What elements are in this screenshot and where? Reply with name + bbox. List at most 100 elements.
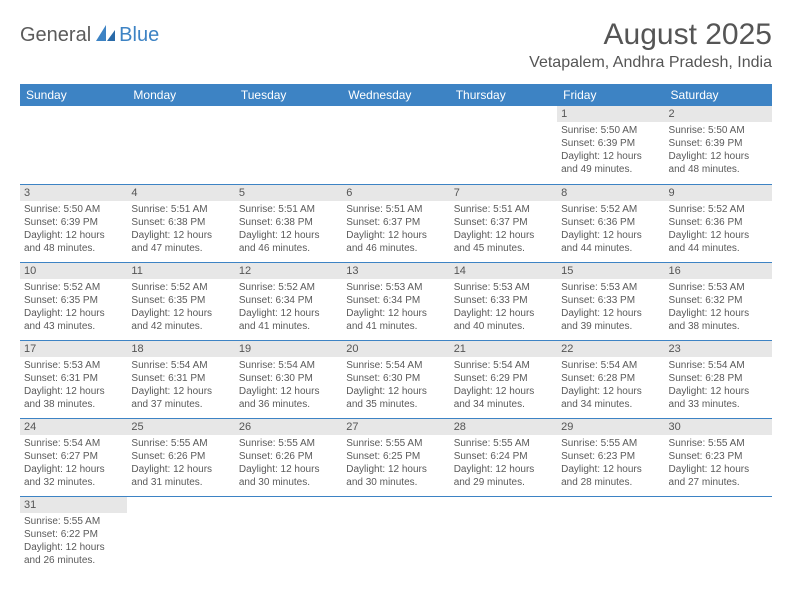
daylight-line: Daylight: 12 hours and 48 minutes. bbox=[669, 150, 768, 176]
calendar-empty-cell bbox=[665, 496, 772, 574]
calendar-day-cell: 4Sunrise: 5:51 AMSunset: 6:38 PMDaylight… bbox=[127, 184, 234, 262]
day-number: 3 bbox=[20, 185, 127, 201]
daylight-line: Daylight: 12 hours and 44 minutes. bbox=[561, 229, 660, 255]
sunset-line: Sunset: 6:35 PM bbox=[131, 294, 230, 307]
calendar-day-cell: 31 Sunrise: 5:55 AMSunset: 6:22 PMDayligh… bbox=[20, 496, 127, 574]
calendar-day-cell: 23Sunrise: 5:54 AMSunset: 6:28 PMDayligh… bbox=[665, 340, 772, 418]
weekday-header: Saturday bbox=[665, 84, 772, 106]
calendar-day-cell: 14Sunrise: 5:53 AMSunset: 6:33 PMDayligh… bbox=[450, 262, 557, 340]
logo-text-general: General bbox=[20, 24, 91, 47]
sunset-line: Sunset: 6:23 PM bbox=[669, 450, 768, 463]
sunset-line: Sunset: 6:34 PM bbox=[346, 294, 445, 307]
day-number: 22 bbox=[557, 341, 664, 357]
sunset-line: Sunset: 6:39 PM bbox=[561, 137, 660, 150]
sunrise-line: Sunrise: 5:51 AM bbox=[454, 203, 553, 216]
daylight-line: Daylight: 12 hours and 38 minutes. bbox=[669, 307, 768, 333]
day-number: 26 bbox=[235, 419, 342, 435]
calendar-day-cell: 9Sunrise: 5:52 AMSunset: 6:36 PMDaylight… bbox=[665, 184, 772, 262]
sunset-line: Sunset: 6:38 PM bbox=[131, 216, 230, 229]
sunset-line: Sunset: 6:33 PM bbox=[561, 294, 660, 307]
daylight-line: Daylight: 12 hours and 40 minutes. bbox=[454, 307, 553, 333]
day-number: 14 bbox=[450, 263, 557, 279]
day-number: 31 bbox=[20, 497, 127, 513]
sunset-line: Sunset: 6:31 PM bbox=[24, 372, 123, 385]
calendar-empty-cell bbox=[557, 496, 664, 574]
header: General Blue August 2025 Vetapalem, Andh… bbox=[20, 18, 772, 72]
calendar-empty-cell bbox=[235, 106, 342, 184]
sunrise-line: Sunrise: 5:51 AM bbox=[239, 203, 338, 216]
sunrise-line: Sunrise: 5:55 AM bbox=[454, 437, 553, 450]
day-number: 7 bbox=[450, 185, 557, 201]
sunrise-line: Sunrise: 5:53 AM bbox=[24, 359, 123, 372]
sunset-line: Sunset: 6:27 PM bbox=[24, 450, 123, 463]
sunrise-line: Sunrise: 5:54 AM bbox=[346, 359, 445, 372]
sunset-line: Sunset: 6:31 PM bbox=[131, 372, 230, 385]
sunset-line: Sunset: 6:25 PM bbox=[346, 450, 445, 463]
day-number: 13 bbox=[342, 263, 449, 279]
day-number: 27 bbox=[342, 419, 449, 435]
sunrise-line: Sunrise: 5:50 AM bbox=[24, 203, 123, 216]
sunrise-line: Sunrise: 5:51 AM bbox=[346, 203, 445, 216]
day-number: 11 bbox=[127, 263, 234, 279]
daylight-line: Daylight: 12 hours and 48 minutes. bbox=[24, 229, 123, 255]
calendar-day-cell: 2Sunrise: 5:50 AMSunset: 6:39 PMDaylight… bbox=[665, 106, 772, 184]
daylight-line: Daylight: 12 hours and 46 minutes. bbox=[239, 229, 338, 255]
sunrise-line: Sunrise: 5:55 AM bbox=[131, 437, 230, 450]
day-number: 25 bbox=[127, 419, 234, 435]
calendar-day-cell: 24Sunrise: 5:54 AMSunset: 6:27 PMDayligh… bbox=[20, 418, 127, 496]
daylight-line: Daylight: 12 hours and 26 minutes. bbox=[24, 541, 123, 567]
calendar-day-cell: 3 Sunrise: 5:50 AMSunset: 6:39 PMDaylight… bbox=[20, 184, 127, 262]
location: Vetapalem, Andhra Pradesh, India bbox=[529, 54, 772, 72]
weekday-header: Monday bbox=[127, 84, 234, 106]
sunset-line: Sunset: 6:37 PM bbox=[346, 216, 445, 229]
sunset-line: Sunset: 6:28 PM bbox=[561, 372, 660, 385]
calendar-body: 1Sunrise: 5:50 AMSunset: 6:39 PMDaylight… bbox=[20, 106, 772, 574]
weekday-header: Wednesday bbox=[342, 84, 449, 106]
calendar-day-cell: 30Sunrise: 5:55 AMSunset: 6:23 PMDayligh… bbox=[665, 418, 772, 496]
daylight-line: Daylight: 12 hours and 41 minutes. bbox=[346, 307, 445, 333]
sunrise-line: Sunrise: 5:54 AM bbox=[669, 359, 768, 372]
daylight-line: Daylight: 12 hours and 31 minutes. bbox=[131, 463, 230, 489]
calendar-empty-cell bbox=[127, 106, 234, 184]
sunrise-line: Sunrise: 5:55 AM bbox=[346, 437, 445, 450]
calendar-empty-cell bbox=[342, 106, 449, 184]
sunrise-line: Sunrise: 5:53 AM bbox=[561, 281, 660, 294]
sunrise-line: Sunrise: 5:55 AM bbox=[24, 515, 123, 528]
sunset-line: Sunset: 6:36 PM bbox=[669, 216, 768, 229]
daylight-line: Daylight: 12 hours and 39 minutes. bbox=[561, 307, 660, 333]
day-number: 29 bbox=[557, 419, 664, 435]
day-number: 19 bbox=[235, 341, 342, 357]
day-number: 30 bbox=[665, 419, 772, 435]
day-number: 18 bbox=[127, 341, 234, 357]
sunrise-line: Sunrise: 5:55 AM bbox=[669, 437, 768, 450]
daylight-line: Daylight: 12 hours and 44 minutes. bbox=[669, 229, 768, 255]
calendar-day-cell: 29Sunrise: 5:55 AMSunset: 6:23 PMDayligh… bbox=[557, 418, 664, 496]
calendar-day-cell: 10Sunrise: 5:52 AMSunset: 6:35 PMDayligh… bbox=[20, 262, 127, 340]
calendar-day-cell: 27 Sunrise: 5:55 AMSunset: 6:25 PMDayligh… bbox=[342, 418, 449, 496]
logo: General Blue bbox=[20, 24, 159, 47]
day-number: 28 bbox=[450, 419, 557, 435]
sunset-line: Sunset: 6:22 PM bbox=[24, 528, 123, 541]
calendar-day-cell: 21Sunrise: 5:54 AMSunset: 6:29 PMDayligh… bbox=[450, 340, 557, 418]
title-block: August 2025 Vetapalem, Andhra Pradesh, I… bbox=[529, 18, 772, 72]
calendar-row: 31 Sunrise: 5:55 AMSunset: 6:22 PMDayligh… bbox=[20, 496, 772, 574]
daylight-line: Daylight: 12 hours and 35 minutes. bbox=[346, 385, 445, 411]
day-number: 15 bbox=[557, 263, 664, 279]
sunrise-line: Sunrise: 5:53 AM bbox=[346, 281, 445, 294]
calendar-empty-cell bbox=[450, 106, 557, 184]
daylight-line: Daylight: 12 hours and 36 minutes. bbox=[239, 385, 338, 411]
month-title: August 2025 bbox=[529, 18, 772, 52]
sunrise-line: Sunrise: 5:54 AM bbox=[239, 359, 338, 372]
sunset-line: Sunset: 6:35 PM bbox=[24, 294, 123, 307]
sunset-line: Sunset: 6:39 PM bbox=[24, 216, 123, 229]
day-number: 17 bbox=[20, 341, 127, 357]
daylight-line: Daylight: 12 hours and 30 minutes. bbox=[346, 463, 445, 489]
daylight-line: Daylight: 12 hours and 41 minutes. bbox=[239, 307, 338, 333]
calendar-row: 3Sunrise: 5:50 AMSunset: 6:39 PMDaylight… bbox=[20, 184, 772, 262]
weekday-header: Thursday bbox=[450, 84, 557, 106]
calendar-table: SundayMondayTuesdayWednesdayThursdayFrid… bbox=[20, 84, 772, 574]
weekday-header: Sunday bbox=[20, 84, 127, 106]
sunrise-line: Sunrise: 5:50 AM bbox=[669, 124, 768, 137]
calendar-day-cell: 7Sunrise: 5:51 AMSunset: 6:37 PMDaylight… bbox=[450, 184, 557, 262]
day-number: 20 bbox=[342, 341, 449, 357]
